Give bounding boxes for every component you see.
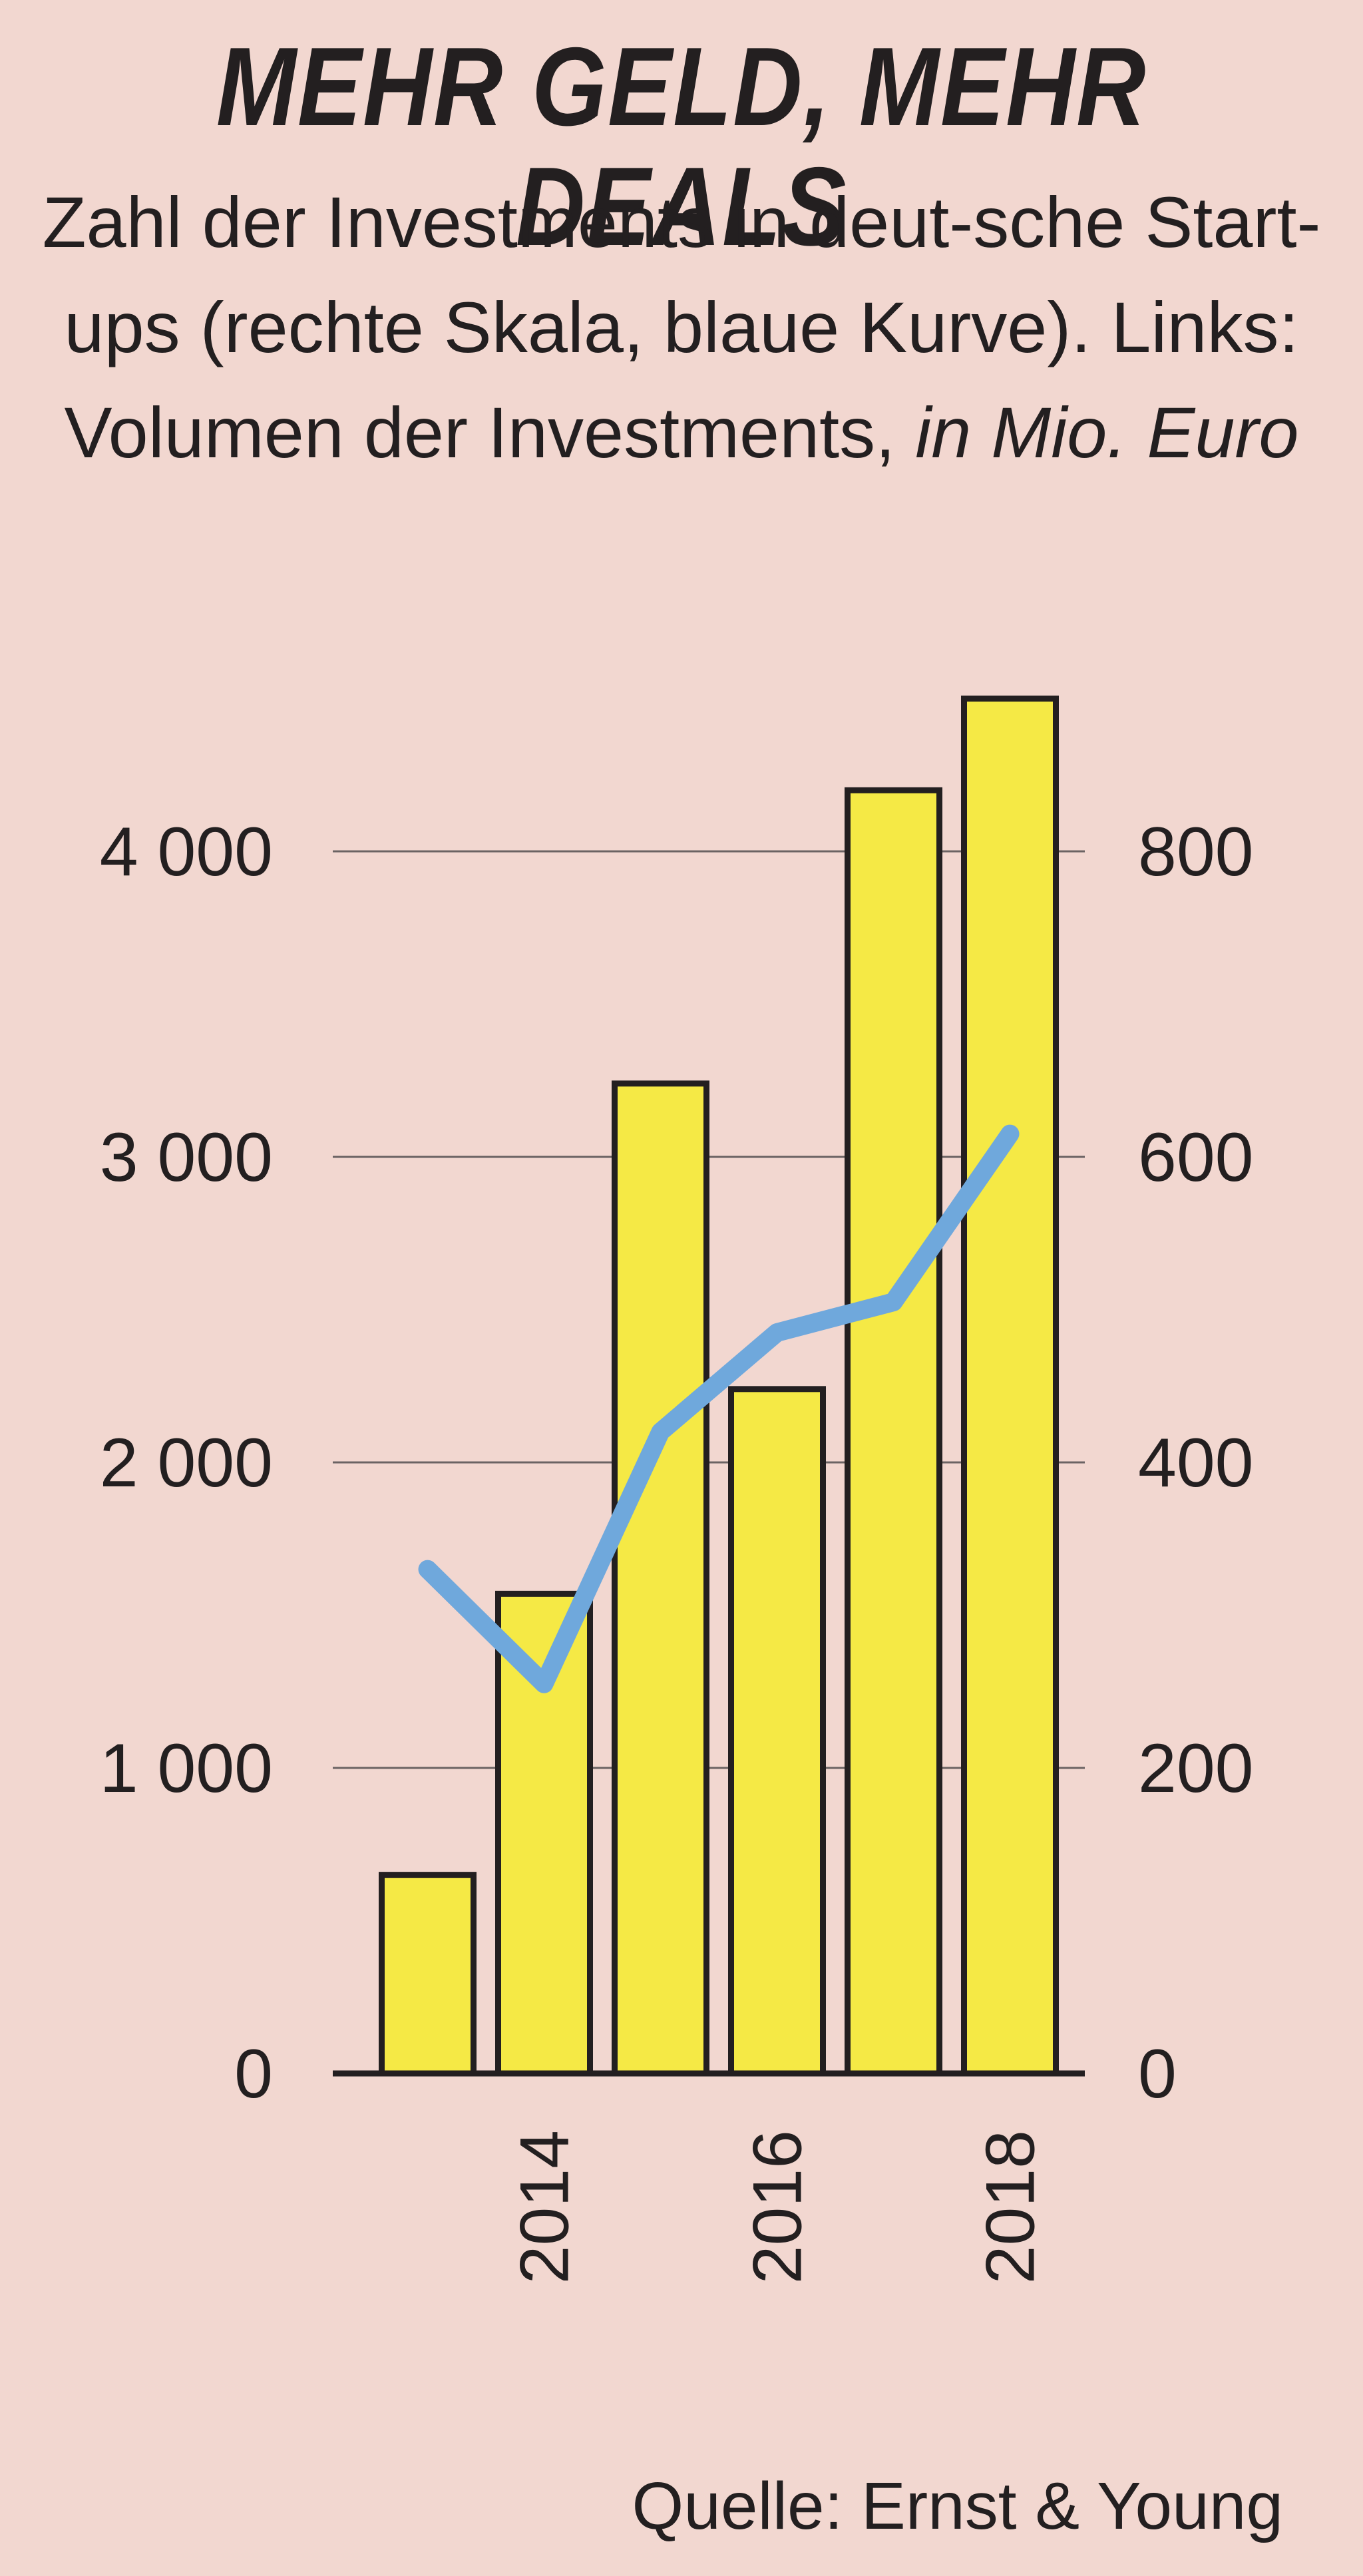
y-left-tick-label: 4 000 (100, 813, 273, 891)
deals-line (418, 1124, 1020, 1693)
bar-2013 (379, 1872, 477, 2077)
bar-2017 (845, 787, 942, 2077)
bars (379, 696, 1059, 2077)
axes: 0 1 000 2 000 3 000 4 000 0 200 400 600 800 2014 20… (100, 813, 1254, 2284)
bar-2018 (961, 696, 1059, 2077)
subtitle-unit: in Mio. Euro (915, 392, 1299, 473)
y-left-tick-label: 1 000 (100, 1730, 273, 1807)
y-right-tick-label: 400 (1138, 1424, 1254, 1502)
y-left-tick-label: 0 (234, 2036, 273, 2113)
x-tick-label: 2016 (739, 2130, 817, 2284)
chart-subtitle: Zahl der Investments in deut-sche Start-… (40, 170, 1323, 485)
bar-2015 (612, 1080, 709, 2077)
x-tick-label: 2014 (506, 2130, 584, 2284)
subtitle-text: Zahl der Investments in deut-sche Start-… (42, 182, 1321, 473)
deals-count-line (418, 1124, 1020, 1693)
bar-2016 (728, 1386, 826, 2077)
chart-title: MEHR GELD, MEHR DEALS (216, 24, 1147, 269)
y-right-tick-label: 200 (1138, 1730, 1254, 1807)
source-note: Quelle: Ernst & Young (632, 2469, 1283, 2543)
y-left-tick-label: 3 000 (100, 1119, 273, 1196)
y-right-tick-label: 0 (1138, 2036, 1177, 2113)
y-right-tick-label: 600 (1138, 1119, 1254, 1196)
x-tick-label: 2018 (972, 2130, 1050, 2284)
y-left-tick-label: 2 000 (100, 1424, 273, 1502)
y-right-tick-label: 800 (1138, 813, 1254, 891)
